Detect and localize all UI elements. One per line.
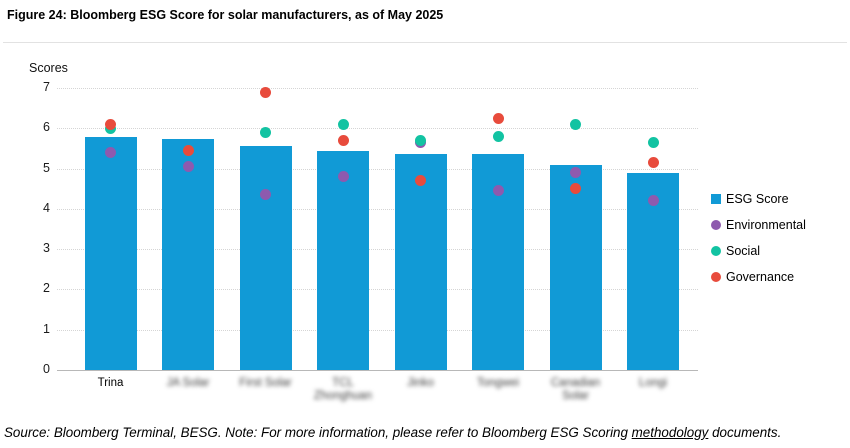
governance-dot <box>182 144 194 156</box>
legend-label: ESG Score <box>726 191 789 206</box>
category-label: TCL Zhonghuan <box>313 377 373 402</box>
legend-item-esg-score: ESG Score <box>711 191 806 206</box>
legend-item-social: Social <box>711 243 806 258</box>
governance-dot <box>105 118 116 130</box>
esg-score-bar <box>394 153 447 370</box>
category-label: Trina <box>97 377 124 389</box>
governance-dot <box>570 183 581 195</box>
source-text-end: documents. <box>708 425 782 440</box>
environmental-dot <box>105 146 116 158</box>
environmental-dot <box>337 171 349 183</box>
category-label: JA Solar <box>166 377 210 389</box>
environmental-dot <box>647 195 659 207</box>
source-note: Source: Bloomberg Terminal, BESG. Note: … <box>4 425 848 440</box>
legend-item-environmental: Environmental <box>711 217 806 232</box>
category-label: Canadian Solar <box>550 377 601 402</box>
gridline <box>57 249 698 251</box>
category-label: Jinko <box>407 377 434 389</box>
y-tick-label: 6 <box>43 120 50 135</box>
esg-score-bar <box>317 151 369 370</box>
legend-label: Social <box>726 243 761 258</box>
governance-dot <box>415 175 426 187</box>
esg-score-bar <box>84 137 137 370</box>
social-dot <box>260 126 271 138</box>
chart-legend: ESG Score Environmental Social Governance <box>711 192 806 296</box>
environmental-dot <box>260 189 271 201</box>
gridline <box>57 370 698 371</box>
environmental-dot <box>570 167 581 179</box>
gridline <box>57 128 698 130</box>
category-label: Tongwei <box>476 377 520 389</box>
legend-item-governance: Governance <box>711 269 806 284</box>
social-dot <box>337 118 349 130</box>
category-label: Longi <box>638 377 668 389</box>
y-tick-label: 7 <box>43 80 50 94</box>
gridline <box>57 289 698 291</box>
social-dot <box>492 130 504 142</box>
methodology-link[interactable]: methodology <box>631 425 709 440</box>
y-tick-label: 2 <box>43 281 50 296</box>
legend-label: Governance <box>726 269 795 284</box>
y-axis-title: Scores <box>29 61 68 75</box>
esg-score-bar <box>239 146 292 370</box>
title-divider <box>3 42 847 43</box>
y-tick-label: 0 <box>43 362 50 376</box>
legend-circle-marker <box>711 219 721 230</box>
y-tick-label: 4 <box>43 200 50 215</box>
social-dot <box>415 134 426 146</box>
social-dot <box>647 136 659 148</box>
governance-dot <box>647 157 659 169</box>
legend-label: Environmental <box>726 217 806 232</box>
legend-circle-marker <box>711 271 721 282</box>
environmental-dot <box>492 185 504 197</box>
y-tick-label: 5 <box>43 160 50 175</box>
esg-score-bar <box>162 139 214 370</box>
gridline <box>57 208 698 210</box>
esg-score-bar <box>549 164 602 370</box>
category-label: First Solar <box>239 377 292 389</box>
environmental-dot <box>182 161 194 173</box>
gridline <box>57 329 698 331</box>
figure-title: Figure 24: Bloomberg ESG Score for solar… <box>7 8 444 22</box>
social-dot <box>570 118 581 130</box>
governance-dot <box>337 134 349 146</box>
gridline <box>57 168 698 170</box>
governance-dot <box>260 86 271 98</box>
source-text: Source: Bloomberg Terminal, BESG. Note: … <box>4 425 632 440</box>
legend-square-marker <box>711 193 721 204</box>
plot-area <box>57 86 698 371</box>
legend-circle-marker <box>711 245 721 256</box>
gridline <box>57 88 698 89</box>
y-tick-label: 3 <box>43 241 50 256</box>
y-tick-label: 1 <box>43 321 50 336</box>
governance-dot <box>492 112 504 124</box>
